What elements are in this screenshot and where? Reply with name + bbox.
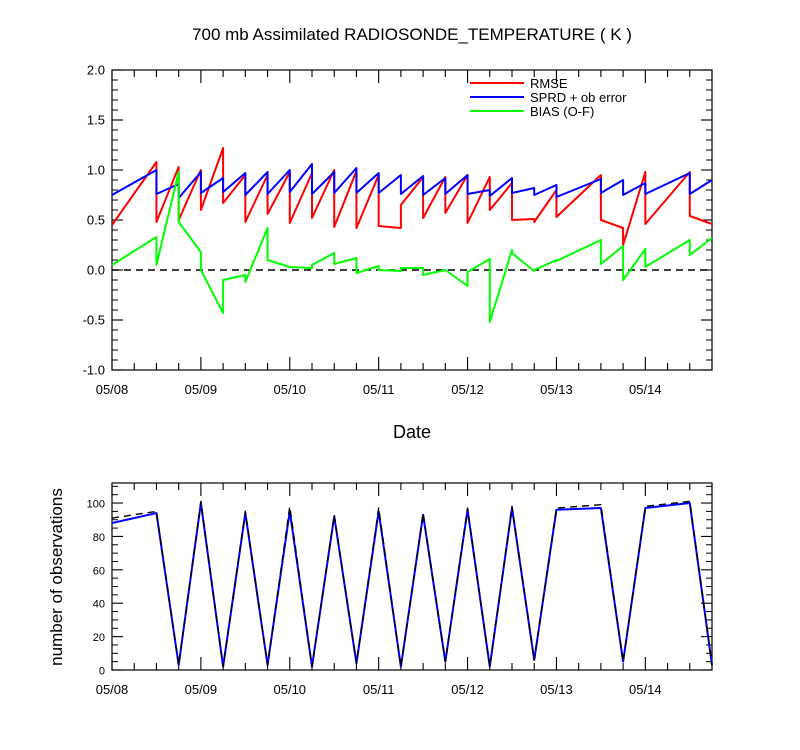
top-chart-plot-frame (111, 69, 713, 371)
top-chart-x-tick-label: 05/13 (540, 382, 573, 397)
top-chart-x-tick-label: 05/08 (96, 382, 129, 397)
top-chart-plot: 05/08 05/09 05/10 05/11 05/12 05/13 05/14 -1.0 -… (83, 63, 713, 397)
bottom-chart-x-tick-label: 05/11 (363, 682, 395, 697)
top-chart-y-tick-label: -1.0 (83, 363, 105, 378)
bottom-chart-y-tick-label: 0 (99, 666, 105, 678)
bottom-chart-x-tick-label: 05/08 (96, 682, 129, 697)
top-chart-y-tick-label: 0.5 (87, 213, 105, 228)
top-chart-x-tick-label: 05/10 (274, 382, 307, 397)
top-chart-y-tick-label: 2.0 (87, 63, 105, 78)
legend-label: SPRD + ob error (530, 90, 627, 105)
top-chart-x-axis-label: Date (393, 422, 431, 442)
bottom-chart-y-ticks (112, 485, 712, 671)
bottom-chart-x-tick-label: 05/12 (451, 682, 484, 697)
top-chart-x-tick-label: 05/11 (363, 382, 395, 397)
bottom-chart-y-tick-label: 40 (93, 599, 105, 611)
bottom-chart-x-tick-label: 05/10 (274, 682, 307, 697)
top-chart-y-ticks (112, 69, 712, 371)
bottom-chart-plot: 05/08 05/09 05/10 05/11 05/12 05/13 05/14 0 20 40… (87, 482, 713, 697)
bottom-chart-y-tick-label: 20 (93, 632, 105, 644)
bottom-chart-x-tick-label: 05/14 (629, 682, 662, 697)
bottom-chart-y-tick-label: 100 (87, 499, 105, 511)
top-chart-series-line-sprd-ob-error (111, 163, 713, 199)
top-chart-x-tick-label: 05/12 (451, 382, 484, 397)
legend-label: BIAS (O-F) (530, 104, 594, 119)
top-chart-title: 700 mb Assimilated RADIOSONDE_TEMPERATUR… (192, 25, 632, 44)
bottom-chart-y-tick-label: 80 (93, 532, 105, 544)
bottom-chart-series-line-1 (111, 502, 713, 668)
top-chart-x-tick-label: 05/14 (629, 382, 662, 397)
top-chart-y-tick-label: 0.0 (87, 263, 105, 278)
bottom-chart-y-axis-label: number of observations (47, 488, 66, 666)
top-chart-series-line-rmse (111, 147, 713, 246)
bottom-chart-y-tick-label: 60 (93, 565, 105, 577)
bottom-chart-x-tick-label: 05/13 (540, 682, 573, 697)
legend-label: RMSE (530, 76, 568, 91)
top-chart-y-tick-label: -0.5 (83, 313, 105, 328)
bottom-chart-series-line-2 (111, 500, 713, 668)
top-chart-series-line-bias-o-f- (111, 171, 713, 323)
top-chart-y-tick-label: 1.5 (87, 113, 105, 128)
bottom-chart-plot-frame (111, 482, 713, 671)
top-chart-x-tick-label: 05/09 (185, 382, 218, 397)
bottom-chart-x-tick-label: 05/09 (185, 682, 218, 697)
top-chart-y-tick-label: 1.0 (87, 163, 105, 178)
top-chart-x-ticks (111, 70, 713, 370)
